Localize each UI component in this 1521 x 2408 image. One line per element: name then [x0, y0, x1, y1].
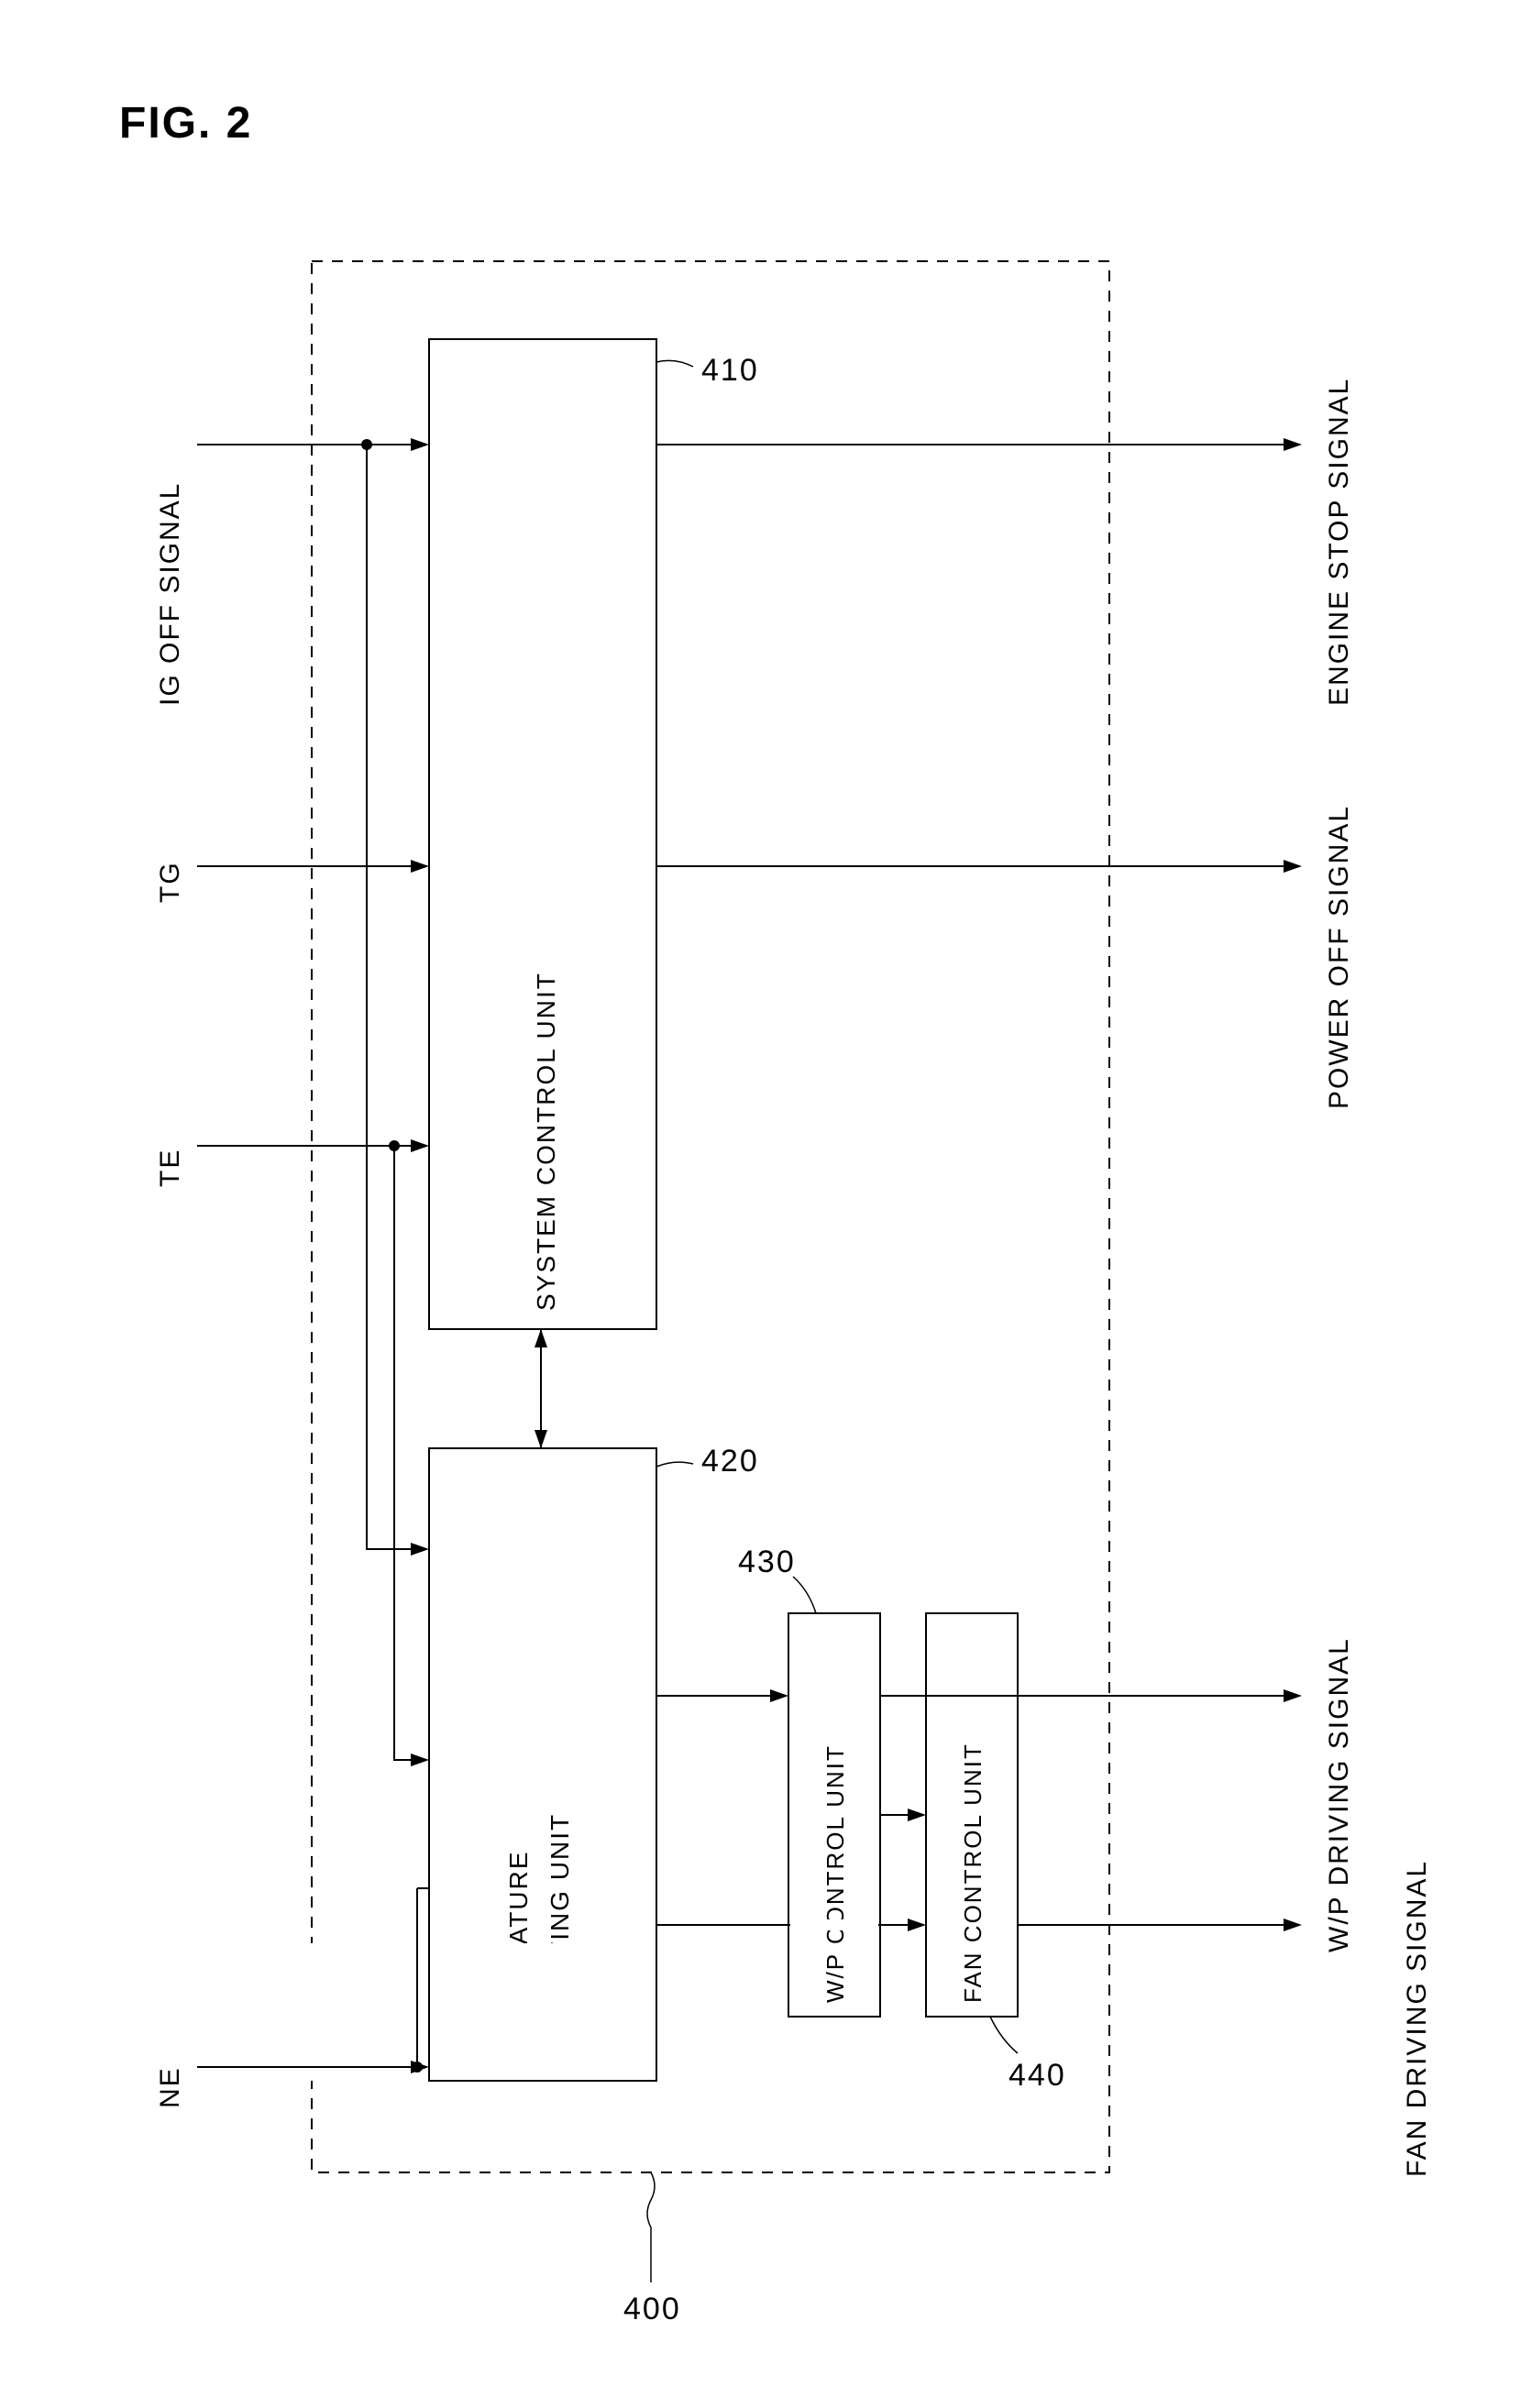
- te-branch: [394, 1146, 411, 1760]
- fan-ctrl-label: FAN CONTROL UNIT: [959, 1743, 986, 2003]
- engine-stop-label: ENGINE STOP SIGNAL: [1324, 378, 1354, 706]
- container-box: [312, 261, 1109, 2172]
- te-label: TE: [155, 1149, 185, 1187]
- wp-ctrl-label: W/P CONTROL UNIT: [821, 1744, 849, 2003]
- power-off-label: POWER OFF SIGNAL: [1324, 805, 1354, 1109]
- temp-est-ref: 420: [701, 1444, 759, 1479]
- fan-ctrl-ref: 440: [1008, 2058, 1066, 2093]
- temp-est-leader: [656, 1462, 693, 1467]
- container-ref: 400: [623, 2292, 681, 2326]
- ig-off-branch: [367, 445, 411, 1549]
- fan-driving-label: FAN DRIVING SIGNAL: [1402, 1860, 1432, 2177]
- wp-mask: [790, 1919, 878, 1930]
- figure-title: FIG. 2: [119, 99, 252, 148]
- wp-driving-label: W/P DRIVING SIGNAL: [1324, 1637, 1354, 1952]
- wp-ctrl-leader: [793, 1577, 816, 1613]
- container-leader: [647, 2172, 655, 2282]
- system-control-ref: 410: [701, 353, 759, 388]
- system-control-leader: [656, 360, 693, 367]
- ne-label: NE: [155, 2066, 185, 2108]
- tg-label: TG: [155, 861, 185, 903]
- ig-off-label: IG OFF SIGNAL: [155, 482, 185, 706]
- wp-ctrl-ref: 430: [738, 1545, 796, 1579]
- fan-ctrl-leader: [990, 2017, 1018, 2053]
- system-control-label: SYSTEM CONTROL UNIT: [532, 972, 560, 1311]
